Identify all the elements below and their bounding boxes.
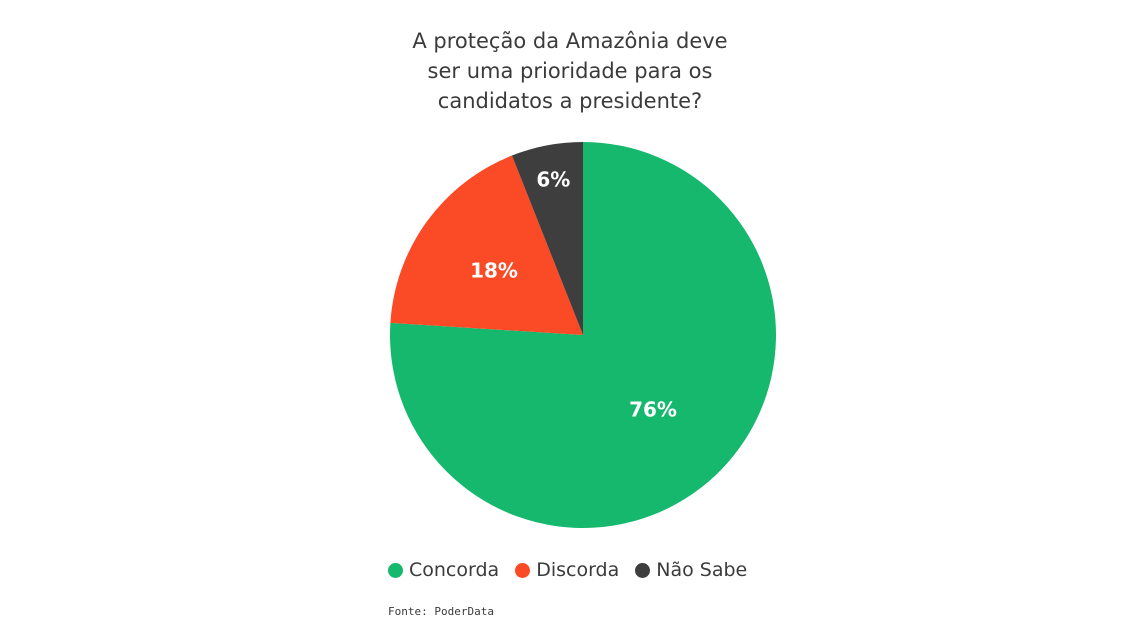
legend-swatch-concorda xyxy=(388,562,403,578)
legend-label-concorda: Concorda xyxy=(409,559,500,581)
legend-swatch-nao-sabe xyxy=(635,562,651,578)
legend-item-discorda: Discorda xyxy=(515,559,619,581)
pie-slice-nao-sabe xyxy=(511,142,583,335)
chart-title: A proteção da Amazônia deve ser uma prio… xyxy=(370,26,770,116)
source-note: Fonte: PoderData xyxy=(388,605,494,618)
slice-label-concorda: 76% xyxy=(629,398,677,422)
legend-label-discorda: Discorda xyxy=(536,559,620,581)
legend-item-nao-sabe: Não Sabe xyxy=(635,559,747,581)
chart-title-line-1: A proteção da Amazônia deve xyxy=(412,29,728,53)
chart-title-line-3: candidatos a presidente? xyxy=(437,89,703,113)
slice-label-nao-sabe: 6% xyxy=(536,168,570,192)
legend-label-nao-sabe: Não Sabe xyxy=(656,559,748,581)
legend-item-concorda: Concorda xyxy=(388,559,499,581)
pie-slice-discorda xyxy=(390,155,583,335)
legend-swatch-discorda xyxy=(515,562,531,578)
chart-title-line-2: ser uma prioridade para os xyxy=(427,59,713,83)
slice-label-discorda: 18% xyxy=(470,258,518,282)
chart-legend: Concorda Discorda Não Sabe xyxy=(388,559,763,581)
